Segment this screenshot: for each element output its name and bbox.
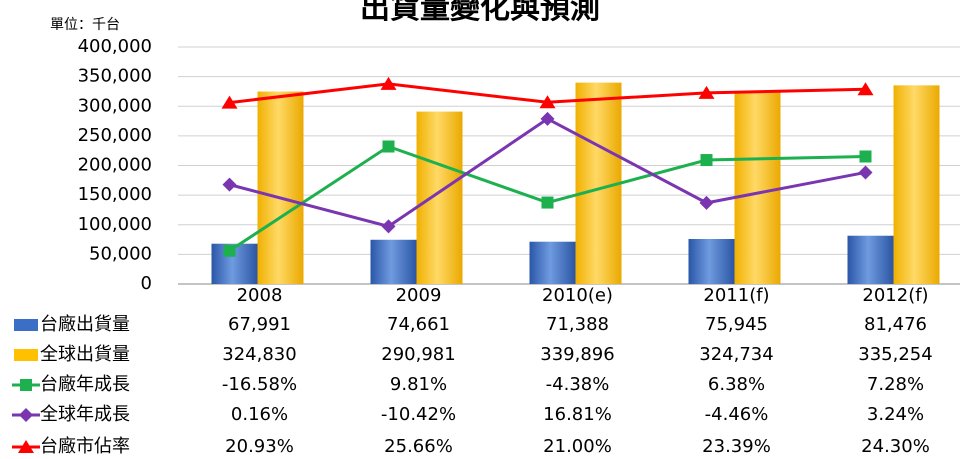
table-value: 23.39%	[702, 436, 771, 457]
x-tick-label: 2009	[396, 285, 442, 306]
unit-label: 單位：千台	[50, 17, 120, 33]
bar	[688, 239, 735, 284]
x-tick-label: 2012(f)	[862, 285, 928, 306]
table-value: 324,830	[222, 344, 296, 365]
legend-label: 台廠年成長	[40, 373, 130, 395]
table-value: 24.30%	[861, 436, 930, 457]
y-tick-label: 250,000	[78, 125, 152, 146]
table-value: 324,734	[699, 344, 773, 365]
y-tick-label: 100,000	[78, 214, 152, 235]
bar	[416, 111, 463, 285]
marker	[700, 154, 713, 167]
table-value: 339,896	[540, 344, 614, 365]
marker	[380, 76, 397, 90]
table-value: 335,254	[858, 344, 932, 365]
table-value: 67,991	[228, 314, 291, 335]
table-value: 81,476	[864, 314, 927, 335]
table-value: 16.81%	[543, 404, 612, 425]
bar	[257, 91, 304, 284]
table-value: -10.42%	[381, 404, 456, 425]
legend-label: 台廠出貨量	[40, 313, 130, 335]
table-value: 9.81%	[390, 374, 447, 395]
legend-marker	[19, 408, 33, 422]
legend-swatch	[14, 349, 38, 361]
table-value: -4.46%	[705, 404, 769, 425]
marker	[222, 177, 237, 192]
y-tick-label: 200,000	[78, 155, 152, 176]
x-tick-label: 2008	[237, 285, 283, 306]
y-tick-label: 0	[141, 273, 152, 294]
bar	[847, 235, 894, 284]
marker	[539, 95, 556, 109]
marker	[540, 111, 555, 126]
chart-title: 出貨量變化與預測	[360, 0, 600, 26]
legend-label: 全球年成長	[40, 404, 130, 425]
bar	[734, 91, 781, 284]
legend-swatch	[14, 319, 38, 331]
bar	[529, 241, 576, 284]
bar	[893, 85, 940, 285]
table-value: 21.00%	[543, 436, 612, 457]
table-value: 6.38%	[708, 374, 765, 395]
table-value: 3.24%	[867, 404, 924, 425]
marker	[857, 82, 874, 96]
y-tick-label: 50,000	[89, 243, 152, 264]
marker	[698, 85, 715, 99]
table-value: 25.66%	[384, 436, 453, 457]
table-value: 7.28%	[867, 374, 924, 395]
marker	[859, 150, 872, 163]
table-value: 71,388	[546, 314, 609, 335]
legend-label: 全球出貨量	[40, 344, 130, 365]
x-tick-label: 2011(f)	[703, 285, 769, 306]
marker	[699, 195, 714, 210]
table-value: -16.58%	[222, 374, 297, 395]
y-tick-label: 150,000	[78, 184, 152, 205]
y-tick-label: 400,000	[78, 36, 152, 57]
legend-marker	[18, 440, 34, 453]
y-tick-label: 300,000	[78, 95, 152, 116]
table-value: 75,945	[705, 314, 768, 335]
legend-label: 台廠市佔率	[40, 435, 130, 457]
marker	[381, 219, 396, 234]
x-tick-label: 2010(e)	[542, 285, 613, 306]
marker	[382, 140, 395, 153]
bar	[370, 239, 417, 284]
legend-marker	[20, 379, 32, 391]
table-value: 20.93%	[225, 436, 294, 457]
table-value: 290,981	[381, 344, 455, 365]
marker	[858, 165, 873, 180]
marker	[223, 244, 236, 257]
y-tick-label: 350,000	[78, 66, 152, 87]
table-value: 0.16%	[231, 404, 288, 425]
marker	[221, 95, 238, 109]
table-value: 74,661	[387, 314, 450, 335]
table-value: -4.38%	[546, 374, 610, 395]
marker	[541, 196, 554, 209]
